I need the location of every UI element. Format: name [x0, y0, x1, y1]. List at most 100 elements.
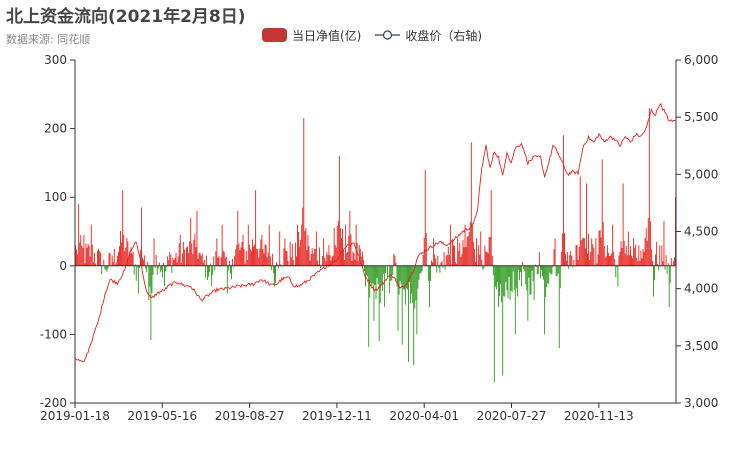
bar [135, 265, 137, 281]
bar [658, 265, 660, 271]
bar [175, 252, 177, 266]
right-tick-label: 3,000 [684, 396, 718, 410]
bar [515, 265, 517, 289]
bar [413, 265, 415, 366]
bar [248, 244, 250, 266]
bar [163, 263, 164, 266]
bar [471, 223, 473, 266]
bar [121, 242, 123, 266]
bar [520, 265, 521, 273]
bar [150, 265, 152, 340]
bar [403, 265, 405, 290]
bar [418, 265, 420, 280]
bar [310, 253, 312, 266]
bar [125, 247, 127, 266]
bar [123, 234, 125, 266]
bar [415, 265, 417, 301]
legend-bar-swatch [262, 28, 287, 42]
bar [669, 265, 671, 284]
bar [252, 239, 253, 266]
bar [210, 263, 212, 266]
bar [218, 256, 220, 266]
bar [154, 265, 156, 268]
bar [390, 265, 392, 281]
bar [335, 247, 337, 266]
bar [222, 250, 224, 266]
bar [142, 257, 143, 266]
bar [408, 265, 409, 362]
bar [287, 260, 289, 266]
bar [635, 244, 637, 266]
bar [573, 259, 575, 266]
bar [215, 251, 217, 266]
bar [165, 265, 167, 272]
bar [119, 246, 120, 266]
bar [481, 259, 483, 266]
x-tick-label: 2020-04-01 [389, 409, 459, 423]
bar [442, 265, 444, 268]
bar [523, 265, 525, 270]
bar [306, 250, 308, 266]
bar [361, 251, 363, 266]
bar [653, 265, 654, 297]
bar [525, 265, 527, 285]
bar [437, 255, 439, 266]
bar [641, 258, 643, 266]
bar [557, 265, 559, 274]
bar [358, 245, 360, 266]
bar [244, 263, 246, 266]
bar [207, 265, 208, 280]
bar [480, 231, 482, 266]
bar [320, 265, 321, 269]
bar [129, 253, 131, 266]
legend-item-line[interactable]: 收盘价（右轴) [375, 27, 482, 44]
bar [112, 261, 114, 266]
bar [621, 247, 623, 266]
bar [566, 260, 568, 266]
bar [303, 118, 305, 266]
bar [276, 262, 277, 266]
bar-series [75, 108, 676, 383]
bar [596, 263, 598, 266]
bar [230, 265, 231, 274]
bar [409, 265, 410, 282]
bar [599, 230, 601, 266]
bar [609, 256, 610, 266]
bar [454, 245, 455, 266]
bar [241, 241, 243, 266]
bar [478, 245, 480, 266]
bar [291, 244, 293, 266]
bar [97, 250, 98, 266]
bar [212, 265, 214, 275]
bar [124, 251, 126, 266]
bar [188, 252, 190, 266]
bar [565, 253, 566, 266]
bar [192, 254, 194, 266]
bar [166, 265, 168, 268]
bar [499, 265, 501, 297]
bar [516, 265, 518, 297]
bar [79, 242, 81, 266]
bar [196, 210, 198, 266]
bar [334, 245, 336, 266]
bar [182, 242, 184, 266]
bar [564, 232, 565, 266]
bar [571, 255, 573, 266]
legend-item-bar[interactable]: 当日净值(亿) [262, 27, 361, 44]
bar [180, 262, 182, 266]
bar [159, 265, 161, 273]
bar [449, 224, 451, 266]
bar [213, 256, 215, 266]
bar [328, 245, 330, 266]
bar [246, 259, 248, 266]
bar [143, 259, 145, 266]
bar [372, 265, 374, 284]
bar [562, 135, 564, 266]
bar [586, 183, 587, 266]
bar [274, 265, 275, 287]
bar [517, 265, 519, 270]
bar [619, 251, 621, 266]
bar [148, 265, 150, 301]
bar [354, 259, 356, 266]
bar [269, 256, 271, 266]
